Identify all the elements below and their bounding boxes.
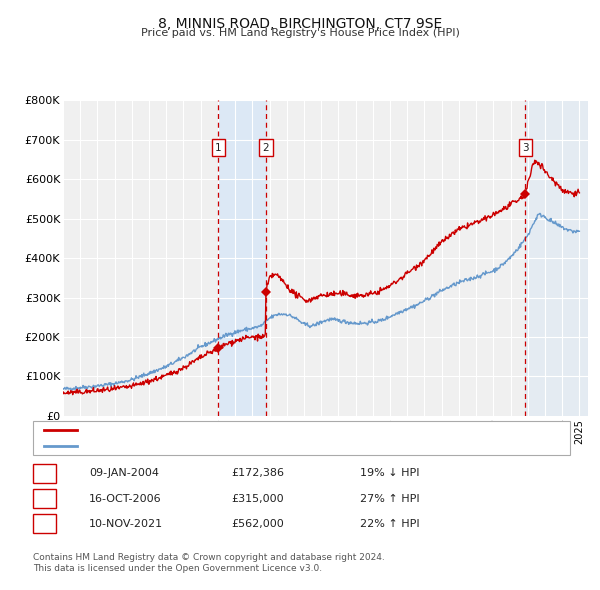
- Bar: [218, 100, 266, 416]
- Text: 3: 3: [41, 519, 48, 529]
- Text: 2: 2: [41, 494, 48, 503]
- Text: 2: 2: [263, 143, 269, 153]
- Bar: [526, 100, 588, 416]
- Text: 27% ↑ HPI: 27% ↑ HPI: [360, 494, 419, 503]
- Text: This data is licensed under the Open Government Licence v3.0.: This data is licensed under the Open Gov…: [33, 564, 322, 573]
- Text: 19% ↓ HPI: 19% ↓ HPI: [360, 468, 419, 478]
- Text: 22% ↑ HPI: 22% ↑ HPI: [360, 519, 419, 529]
- Text: £562,000: £562,000: [231, 519, 284, 529]
- Text: 3: 3: [522, 143, 529, 153]
- Text: 1: 1: [41, 468, 48, 478]
- Text: 16-OCT-2006: 16-OCT-2006: [89, 494, 161, 503]
- Text: £315,000: £315,000: [231, 494, 284, 503]
- Text: 8, MINNIS ROAD, BIRCHINGTON, CT7 9SE: 8, MINNIS ROAD, BIRCHINGTON, CT7 9SE: [158, 17, 442, 31]
- Text: 09-JAN-2004: 09-JAN-2004: [89, 468, 159, 478]
- Text: Contains HM Land Registry data © Crown copyright and database right 2024.: Contains HM Land Registry data © Crown c…: [33, 553, 385, 562]
- Text: Price paid vs. HM Land Registry's House Price Index (HPI): Price paid vs. HM Land Registry's House …: [140, 28, 460, 38]
- Text: 10-NOV-2021: 10-NOV-2021: [89, 519, 163, 529]
- Text: 8, MINNIS ROAD, BIRCHINGTON, CT7 9SE (detached house): 8, MINNIS ROAD, BIRCHINGTON, CT7 9SE (de…: [84, 425, 392, 435]
- Text: £172,386: £172,386: [231, 468, 284, 478]
- Text: 1: 1: [215, 143, 222, 153]
- Text: HPI: Average price, detached house, Thanet: HPI: Average price, detached house, Than…: [84, 441, 313, 451]
